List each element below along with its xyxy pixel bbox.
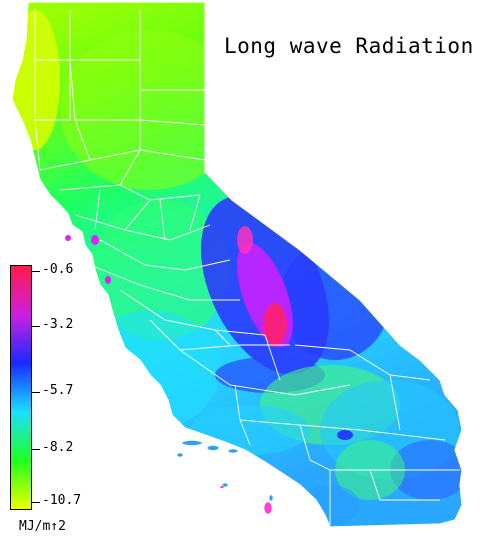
legend-label: -8.2 [42, 440, 74, 455]
legend-label: -5.7 [42, 383, 74, 398]
legend-tick [32, 271, 40, 272]
map-title: Long wave Radiation [224, 34, 474, 58]
legend-tick [32, 326, 40, 327]
legend-tick [32, 502, 40, 503]
channel-islands [176, 440, 274, 515]
legend-unit: MJ/m↑2 [19, 519, 66, 534]
legend-tick [32, 449, 40, 450]
color-scale-bar [10, 265, 32, 510]
legend-tick [32, 392, 40, 393]
county-boundaries [34, 10, 460, 525]
state-border [11, 1, 463, 528]
delta-highlights [65, 235, 111, 284]
legend-label: -3.2 [42, 317, 74, 332]
legend-label-min: -10.7 [42, 493, 82, 508]
legend-label-max: -0.6 [42, 262, 74, 277]
